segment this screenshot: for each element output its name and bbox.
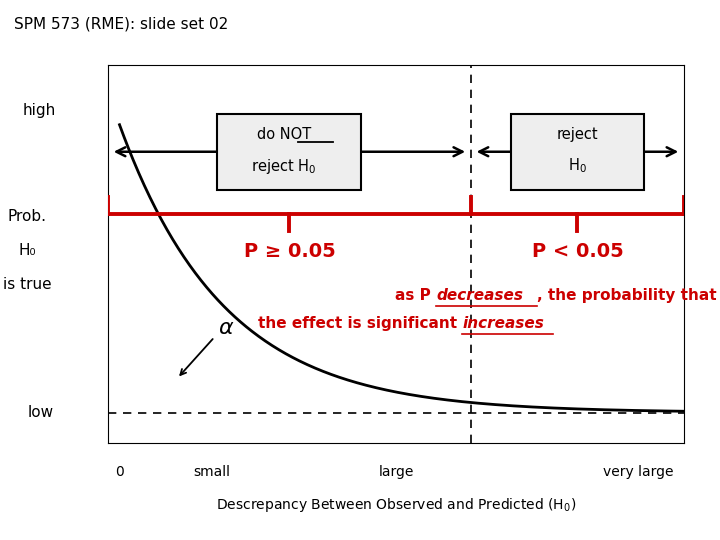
Text: $\alpha$: $\alpha$ xyxy=(218,318,234,338)
Text: P ≥ 0.05: P ≥ 0.05 xyxy=(243,242,336,261)
Text: reject: reject xyxy=(557,127,598,142)
FancyBboxPatch shape xyxy=(511,114,644,190)
Text: small: small xyxy=(193,465,230,480)
Text: as P: as P xyxy=(395,288,436,303)
Text: 0: 0 xyxy=(115,465,124,480)
Text: increases: increases xyxy=(462,316,544,331)
Text: Prob.: Prob. xyxy=(8,208,47,224)
Text: low: low xyxy=(27,405,53,420)
Text: high: high xyxy=(23,103,56,118)
Text: , the probability that: , the probability that xyxy=(537,288,716,303)
Text: H₀: H₀ xyxy=(19,242,36,258)
Text: the effect is significant: the effect is significant xyxy=(258,316,462,331)
Text: do NOT: do NOT xyxy=(256,127,311,142)
Text: reject H$_0$: reject H$_0$ xyxy=(251,157,316,176)
Text: decreases: decreases xyxy=(436,288,523,303)
Text: is true: is true xyxy=(3,276,52,292)
Text: large: large xyxy=(378,465,414,480)
FancyBboxPatch shape xyxy=(217,114,361,190)
Text: SPM 573 (RME): slide set 02: SPM 573 (RME): slide set 02 xyxy=(14,16,229,31)
Text: P < 0.05: P < 0.05 xyxy=(531,242,624,261)
Text: very large: very large xyxy=(603,465,673,480)
Text: Descrepancy Between Observed and Predicted (H$_0$): Descrepancy Between Observed and Predict… xyxy=(216,496,576,514)
Text: H$_0$: H$_0$ xyxy=(568,157,587,176)
